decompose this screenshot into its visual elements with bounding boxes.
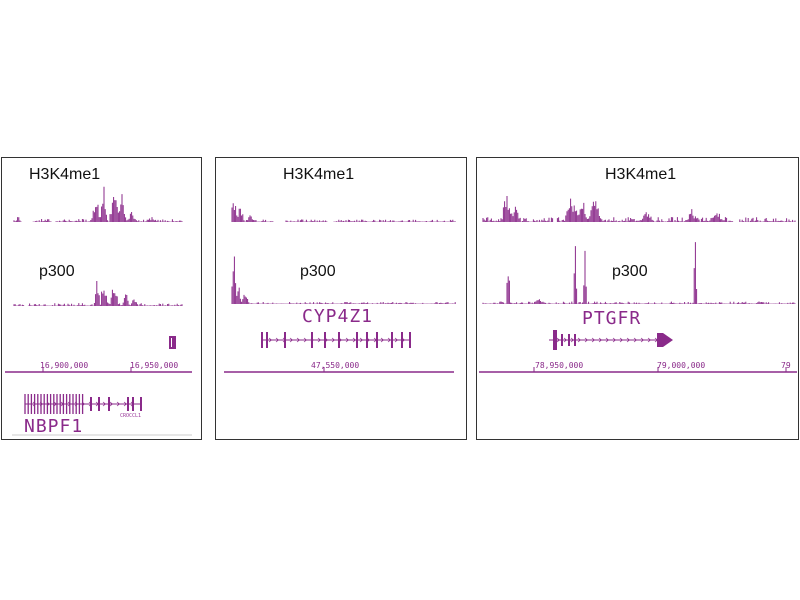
h3k4me1-signal-track — [482, 196, 796, 222]
track-label-h3k4me1: H3K4me1 — [29, 166, 101, 183]
gene-direction-arrow — [663, 333, 673, 347]
coordinate-label: 16,900,000 — [40, 361, 89, 370]
track-label-h3k4me1: H3K4me1 — [605, 166, 677, 183]
p300-signal-track — [13, 281, 183, 306]
cyp4z1-gene-model-strand-arrows — [268, 337, 406, 343]
cyp4z1-gene-model-exon — [324, 332, 326, 348]
gene-model-block — [169, 336, 176, 349]
p300-signal-track — [482, 242, 796, 304]
coordinate-label: 79,000,000 — [657, 361, 706, 370]
nbpf1-gene-model-exon — [140, 397, 142, 411]
genome-panel-ptgfr: H3K4me1 p300 PTGFR 78,950,000 79,000,000… — [476, 157, 799, 440]
track-label-p300: p300 — [300, 263, 336, 280]
nbpf1-gene-model-exon — [108, 397, 110, 411]
gene-label-nbpf1: NBPF1 — [24, 416, 84, 437]
track-label-h3k4me1: H3K4me1 — [283, 166, 355, 183]
cyp4z1-gene-model-exon — [401, 332, 403, 348]
genome-panel-nbpf1: H3K4me1 p300 16,900,000 16,950,000 CROCC… — [1, 157, 202, 440]
cyp4z1-gene-model-exon — [356, 332, 358, 348]
track-label-p300: p300 — [39, 263, 75, 280]
gene-label-cyp4z1: CYP4Z1 — [302, 306, 374, 327]
p300-signal-track — [231, 256, 456, 304]
cyp4z1-gene-model-exon — [409, 332, 411, 348]
track-label-p300: p300 — [612, 263, 648, 280]
cyp4z1-gene-model-exon — [261, 332, 263, 348]
cyp4z1-gene-model-exon — [266, 332, 268, 348]
h3k4me1-signal-track — [231, 203, 456, 222]
gene-label-ptgfr: PTGFR — [582, 308, 642, 329]
cyp4z1-gene-model-exon — [366, 332, 368, 348]
genome-panel-cyp4z1: H3K4me1 p300 CYP4Z1 47,550,000 — [215, 157, 467, 440]
ptgfr-gene-model-exon — [657, 333, 663, 347]
ptgfr-gene-model-exon — [553, 330, 557, 350]
gene-small-label: CROCCL1 — [120, 413, 142, 419]
coordinate-label: 47,550,000 — [311, 361, 360, 370]
ptgfr-gene-model-exon — [574, 334, 576, 346]
ptgfr-gene-model-strand-arrows — [556, 337, 659, 343]
cyp4z1-gene-model-exon — [311, 332, 313, 348]
nbpf1-gene-model-exon — [127, 397, 129, 411]
coordinate-label: 78,950,000 — [535, 361, 584, 370]
coordinate-label: 16,950,000 — [130, 361, 179, 370]
nbpf1-gene-model-strand-arrows — [32, 401, 135, 407]
panel-tracks-svg — [224, 203, 456, 373]
gene-model-gap — [171, 338, 172, 347]
panel-tracks-svg — [479, 196, 797, 373]
ptgfr-gene-model-exon — [561, 334, 563, 346]
h3k4me1-signal-track — [13, 186, 183, 222]
coordinate-label: 79 — [781, 361, 791, 370]
cyp4z1-gene-model-exon — [338, 332, 340, 348]
cyp4z1-gene-model-exon — [391, 332, 393, 348]
ptgfr-gene-model-exon — [568, 334, 570, 346]
panel-tracks-svg — [5, 186, 192, 436]
